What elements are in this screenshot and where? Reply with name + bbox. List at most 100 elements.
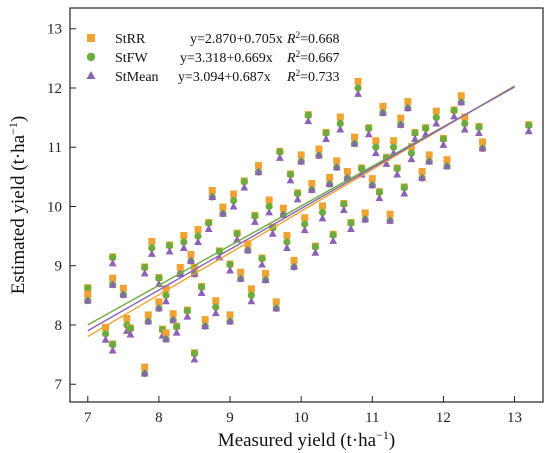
point-strr bbox=[148, 237, 156, 245]
legend-equation: y=3.318+0.669x bbox=[180, 51, 273, 66]
point-stmean bbox=[108, 346, 117, 354]
point-stfw bbox=[318, 208, 327, 217]
point-strr bbox=[155, 298, 163, 306]
point-stmean bbox=[450, 112, 458, 120]
point-stfw bbox=[109, 340, 117, 349]
point-stfw bbox=[311, 243, 319, 251]
point-stfw bbox=[439, 135, 448, 143]
point-stmean bbox=[126, 330, 135, 338]
point-strr bbox=[319, 202, 327, 210]
point-stfw bbox=[525, 121, 533, 129]
point-stmean bbox=[265, 208, 274, 216]
point-stfw bbox=[148, 244, 156, 252]
point-stmean bbox=[283, 243, 291, 251]
point-stmean bbox=[204, 224, 213, 232]
y-axis-title: Estimated yield (t·ha−1) bbox=[6, 116, 29, 294]
point-strr bbox=[190, 264, 198, 272]
point-strr bbox=[212, 297, 220, 305]
point-stfw bbox=[101, 330, 110, 338]
point-stfw bbox=[247, 291, 255, 299]
point-strr bbox=[301, 214, 309, 222]
point-stmean bbox=[350, 139, 359, 147]
point-strr bbox=[390, 137, 398, 145]
point-stfw bbox=[155, 274, 163, 282]
point-strr bbox=[272, 298, 280, 306]
point-stfw bbox=[461, 119, 469, 128]
point-stfw bbox=[84, 284, 92, 292]
point-strr bbox=[290, 256, 298, 264]
point-stmean bbox=[478, 144, 487, 152]
point-stfw bbox=[283, 238, 291, 246]
point-stfw bbox=[475, 123, 483, 131]
point-strr bbox=[219, 203, 227, 211]
point-stmean bbox=[368, 180, 377, 189]
point-strr bbox=[461, 113, 469, 121]
point-stmean bbox=[457, 98, 466, 106]
point-stmean bbox=[83, 296, 92, 304]
point-stmean bbox=[475, 128, 483, 137]
point-stfw bbox=[212, 303, 220, 311]
legend: StRR y=2.870+0.705x R2=0.668 StFW y=3.31… bbox=[86, 30, 339, 85]
point-stmean bbox=[226, 266, 234, 274]
point-strr bbox=[254, 162, 262, 170]
point-stfw bbox=[407, 149, 416, 157]
point-stmean bbox=[315, 151, 323, 159]
point-stmean bbox=[318, 214, 327, 222]
point-strr bbox=[418, 168, 426, 176]
point-stmean bbox=[279, 210, 288, 218]
point-stfw bbox=[411, 129, 419, 137]
point-stfw bbox=[265, 202, 273, 211]
point-stmean bbox=[339, 205, 348, 214]
point-stfw bbox=[365, 124, 373, 132]
point-stmean bbox=[219, 209, 227, 217]
point-stmean bbox=[187, 256, 195, 264]
point-stmean bbox=[460, 125, 469, 133]
point-stfw bbox=[400, 183, 408, 192]
point-strr bbox=[247, 285, 255, 293]
point-stmean bbox=[411, 134, 419, 142]
point-stmean bbox=[272, 304, 281, 312]
x-axis-title: Measured yield (t·ha−1) bbox=[218, 428, 395, 451]
point-stmean bbox=[172, 328, 181, 336]
point-stfw bbox=[197, 283, 206, 291]
point-strr bbox=[386, 210, 394, 218]
legend-marker-circle bbox=[86, 52, 96, 62]
y-tick-label: 7 bbox=[55, 377, 63, 393]
point-stmean bbox=[108, 259, 117, 267]
point-stmean bbox=[307, 185, 316, 193]
point-strr bbox=[479, 138, 487, 146]
point-stmean bbox=[432, 119, 441, 127]
point-stmean bbox=[311, 248, 320, 256]
point-strr bbox=[432, 107, 440, 115]
point-stmean bbox=[336, 125, 345, 133]
point-stfw bbox=[301, 220, 309, 228]
point-stmean bbox=[123, 326, 131, 334]
point-stmean bbox=[322, 134, 330, 142]
point-stmean bbox=[364, 129, 373, 138]
point-strr bbox=[397, 114, 405, 122]
point-stmean bbox=[375, 193, 384, 202]
point-stmean bbox=[297, 157, 306, 165]
point-stmean bbox=[155, 304, 163, 312]
point-strr bbox=[237, 268, 245, 276]
point-stmean bbox=[407, 154, 416, 163]
point-stmean bbox=[371, 148, 380, 157]
point-strr bbox=[208, 186, 216, 194]
point-strr bbox=[457, 92, 465, 100]
point-stmean bbox=[293, 195, 302, 203]
point-stmean bbox=[332, 163, 341, 171]
point-strr bbox=[372, 137, 380, 145]
point-stmean bbox=[400, 189, 409, 197]
point-stfw bbox=[422, 124, 430, 132]
point-stmean bbox=[229, 202, 238, 210]
point-stfw bbox=[190, 349, 199, 358]
point-stfw bbox=[276, 148, 284, 156]
y-tick-label: 10 bbox=[47, 199, 62, 215]
x-tick-label: 12 bbox=[436, 410, 451, 426]
point-stmean bbox=[208, 192, 217, 201]
point-strr bbox=[109, 274, 117, 282]
point-strr bbox=[351, 133, 359, 141]
point-stmean bbox=[290, 262, 298, 270]
legend-equation: y=2.870+0.705x bbox=[190, 32, 283, 47]
point-stfw bbox=[165, 241, 174, 250]
